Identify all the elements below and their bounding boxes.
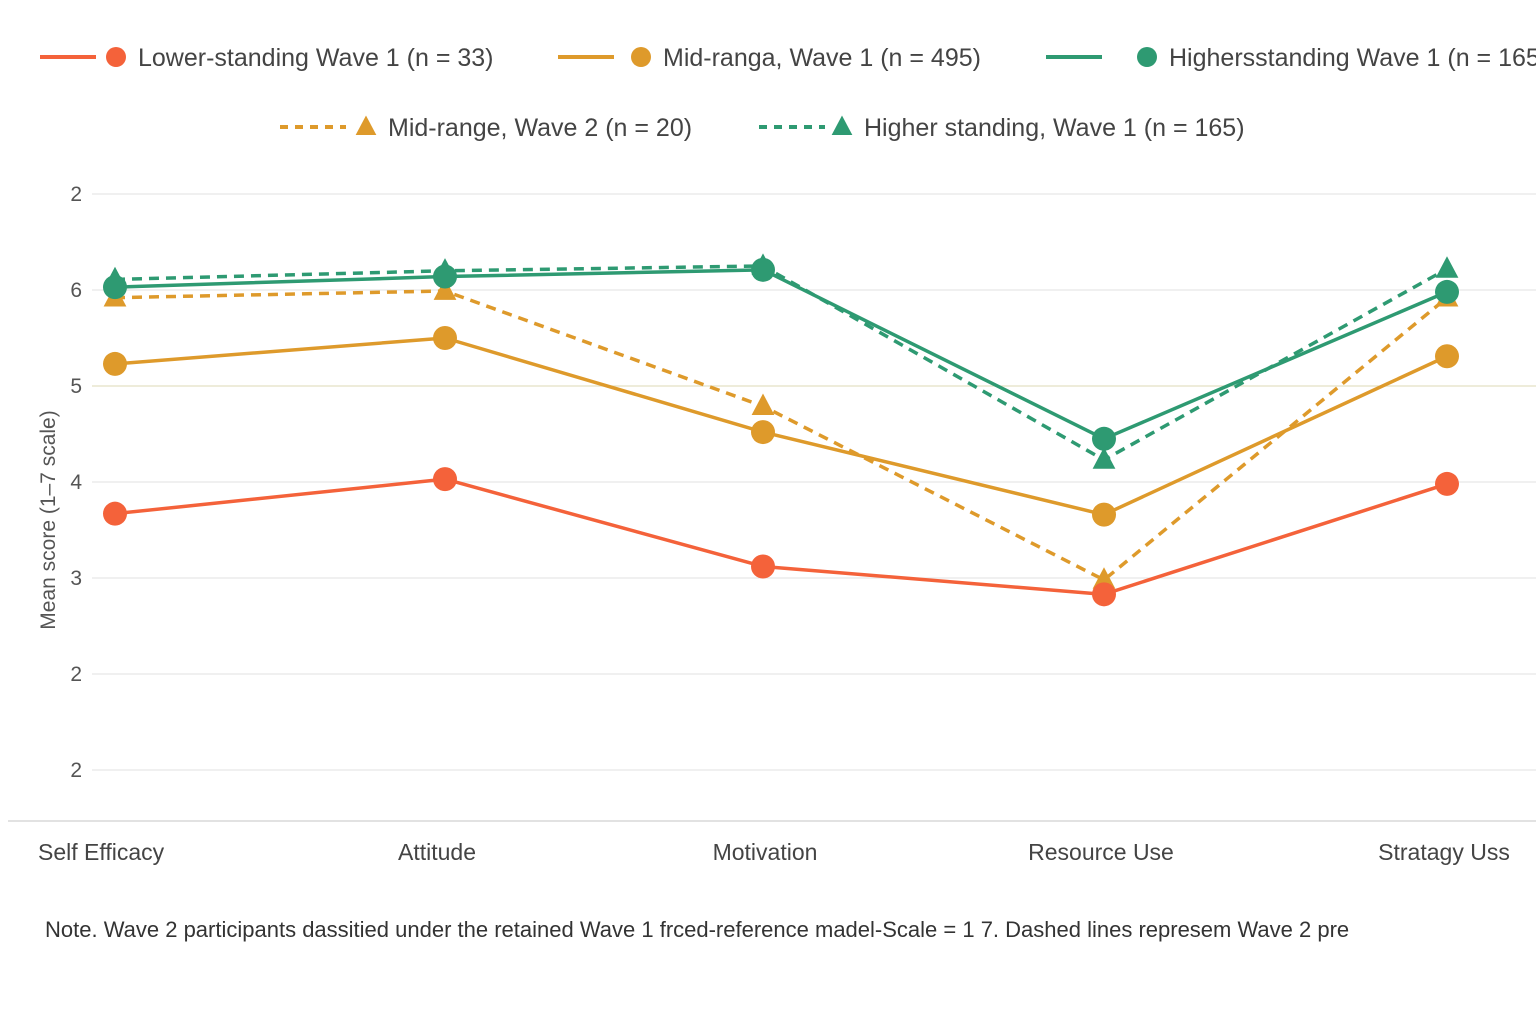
y-tick-label: 6 xyxy=(70,279,82,302)
legend-item: Mid-range, Wave 2 (n = 20) xyxy=(280,114,692,142)
x-tick-label: Stratagy Uss xyxy=(1378,839,1510,865)
data-point xyxy=(1435,471,1459,496)
data-point xyxy=(1092,447,1116,469)
series-3 xyxy=(103,278,1459,589)
data-point xyxy=(1092,582,1116,607)
data-point xyxy=(1092,426,1116,451)
y-tick-label: 2 xyxy=(70,759,82,782)
series-2 xyxy=(103,257,1459,451)
legend-item: Lower-standing Wave 1 (n = 33) xyxy=(40,44,494,72)
legend-item: Higher standing, Wave 1 (n = 165) xyxy=(759,114,1245,142)
x-axis: Self Efficacy Attitude Motivation Resource … xyxy=(38,839,1510,865)
x-tick-label: Motivation xyxy=(713,839,818,865)
data-point xyxy=(106,47,126,67)
data-point xyxy=(1435,256,1459,278)
series-1 xyxy=(103,326,1459,527)
legend: Lower-standing Wave 1 (n = 33) Mid-ranga,… xyxy=(40,44,1536,142)
series-line xyxy=(114,264,1448,462)
legend-label: Mid-range, Wave 2 (n = 20) xyxy=(388,114,692,142)
y-tick-label: 4 xyxy=(70,471,82,494)
legend-label: Higher standing, Wave 1 (n = 165) xyxy=(864,114,1245,142)
legend-label: Mid-ranga, Wave 1 (n = 495) xyxy=(663,44,981,72)
x-tick-label: Self Efficacy xyxy=(38,839,165,865)
data-point xyxy=(103,501,127,526)
data-point xyxy=(1435,344,1459,369)
data-point xyxy=(751,420,775,445)
x-tick-label: Resource Use xyxy=(1028,839,1174,865)
legend-item: Highersstanding Wave 1 (n = 165) xyxy=(1046,44,1536,72)
y-axis: 2 6 5 4 3 2 2 xyxy=(70,183,82,782)
legend-label: Lower-standing Wave 1 (n = 33) xyxy=(138,44,494,72)
data-point xyxy=(1092,567,1116,589)
chart-note: Note. Wave 2 participants dassitied unde… xyxy=(45,917,1349,942)
y-axis-label: Mean score (1–7 scale) xyxy=(37,410,60,629)
series-line xyxy=(114,336,1448,517)
series-0 xyxy=(103,467,1459,607)
data-point xyxy=(1137,47,1157,67)
data-point xyxy=(1092,502,1116,527)
data-point xyxy=(103,275,127,300)
x-tick-label: Attitude xyxy=(398,839,476,865)
data-point xyxy=(433,467,457,492)
legend-item: Mid-ranga, Wave 1 (n = 495) xyxy=(558,44,981,72)
y-tick-label: 2 xyxy=(70,183,82,206)
data-point xyxy=(751,393,775,416)
data-point xyxy=(433,278,457,300)
y-tick-label: 3 xyxy=(70,567,82,590)
y-tick-label: 2 xyxy=(70,663,82,686)
series-line xyxy=(114,477,1448,597)
data-point xyxy=(831,115,853,136)
data-point xyxy=(433,326,457,350)
data-point xyxy=(103,351,127,376)
data-point xyxy=(631,47,651,67)
data-point xyxy=(355,115,377,136)
data-point xyxy=(751,257,775,282)
y-tick-label: 5 xyxy=(70,375,82,398)
legend-label: Highersstanding Wave 1 (n = 165) xyxy=(1169,44,1536,72)
data-point xyxy=(433,264,457,289)
data-point xyxy=(1435,279,1459,304)
series-group xyxy=(103,253,1459,607)
grid xyxy=(92,193,1536,771)
data-point xyxy=(751,554,775,579)
